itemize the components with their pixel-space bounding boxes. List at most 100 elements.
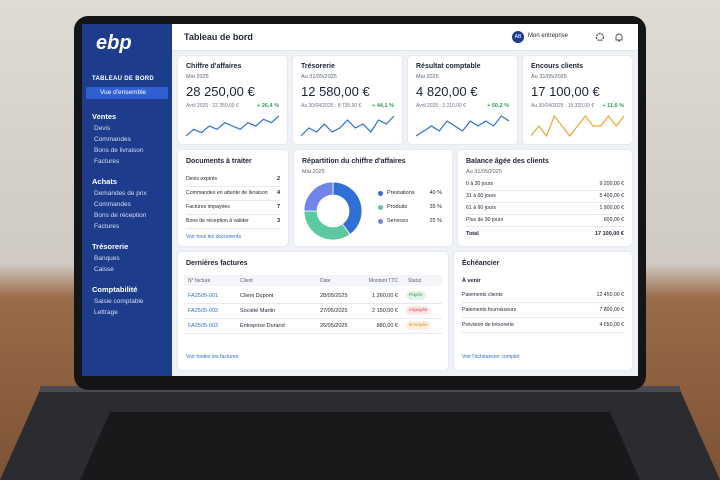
row-divider [184,318,442,319]
row-divider [466,226,624,227]
invoice-amount: 880,00 € [376,323,398,329]
row-divider [186,186,280,187]
kpi-comparison: Avril 2025 : 22 350,00 € [186,103,239,109]
nav-group-title[interactable]: Comptabilité [92,285,138,294]
kpi-change: + 44,1 % [372,103,394,109]
sparkline-chart [531,114,624,138]
sparkline-chart [186,115,279,137]
invoice-client: Société Martin [240,308,276,314]
invoice-status: Payée [406,291,426,300]
nav-item[interactable]: Devis [94,125,111,132]
sparkline [416,115,509,137]
invoice-number[interactable]: FA2505-001 [188,293,218,299]
invoice-status: Envoyée [406,321,431,330]
bell-icon [615,33,623,42]
nav-group-title[interactable]: Ventes [92,112,117,121]
link[interactable]: Voir tous les documents [186,234,242,240]
balance-label: 0 à 30 jours [466,181,494,187]
revenue-split-card: Répartition du chiffre d'affaires Mai 202… [294,150,452,246]
invoices-card: Dernières factures N° facture Client Date Mo… [178,252,448,370]
invoice-status: Impayée [406,306,431,315]
legend-swatch [378,191,383,196]
link[interactable]: Voir l'échéancier complet [462,354,520,360]
nav-group-title[interactable]: Achats [92,177,118,186]
nav-item[interactable]: Commandes [94,136,131,143]
page-title: Tableau de bord [184,32,253,42]
table-header: Statut [408,278,422,284]
nav-item[interactable]: Banques [94,255,120,262]
card-date: Au 31/05/2025 [466,169,502,175]
card-title: Répartition du chiffre d'affaires [302,158,406,165]
kpi-title: Trésorerie [301,63,335,70]
link[interactable]: Voir toutes les factures [186,354,239,360]
document-count: 4 [276,190,280,196]
balance-value: 5 400,00 € [599,193,624,199]
documents-card: Documents à traiter Devis expirés 2 Command… [178,150,288,246]
document-label[interactable]: Devis expirés [186,176,218,182]
nav-group-title[interactable]: Trésorerie [92,242,129,251]
nav-item[interactable]: Commandes [94,201,131,208]
donut-segment [303,210,351,241]
kpi-title: Résultat comptable [416,63,481,70]
invoice-client: Entreprise Durand [240,323,285,329]
table-header: Date [320,278,331,284]
invoice-number[interactable]: FA2505-002 [188,308,218,314]
nav-item[interactable]: Caisse [94,266,114,273]
card-title: Dernières factures [186,260,248,267]
schedule-value: 4 650,00 € [599,322,624,328]
card-title: Échéancier [462,260,500,267]
document-label[interactable]: Bons de réception à valider [186,218,249,224]
invoice-date: 26/05/2025 [320,323,348,329]
invoice-number[interactable]: FA2505-003 [188,323,218,329]
avatar[interactable]: AB [512,31,524,43]
kpi-period: Mai 2025 [416,74,439,80]
balance-label: Plus de 90 jours [466,217,504,223]
nav-item[interactable]: Lettrage [94,309,118,316]
sidebar: ebp TABLEAU DE BORD Vue d'ensemble Ventes De… [82,24,172,376]
schedule-card: Échéancier À venir Paiements clients 12 450… [454,252,632,370]
schedule-label: Prévision de trésorerie [462,322,514,328]
card-subtitle: À venir [462,278,481,284]
row-divider [466,214,624,215]
invoice-client: Client Dupont [240,293,274,299]
nav-item[interactable]: Bons de livraison [94,147,144,154]
card-period: Mai 2025 [302,169,325,175]
legend-swatch [378,205,383,210]
legend-label: Produits [387,204,408,210]
kpi-comparison: Au 30/04/2025 : 8 735,00 € [301,103,362,109]
balance-label: 31 à 60 jours [466,193,496,199]
schedule-value: 12 450,00 € [596,292,624,298]
schedule-value: 7 800,00 € [599,307,624,313]
invoice-amount: 1 260,00 € [372,293,398,299]
company-name[interactable]: Mon entreprise [528,33,569,39]
kpi-card: Résultat comptable Mai 2025 4 820,00 € Avri… [408,56,517,144]
laptop-base [0,386,720,480]
nav-item[interactable]: Factures [94,158,120,165]
document-label[interactable]: Factures impayées [186,204,230,210]
kpi-change: + 50,2 % [487,103,509,109]
balance-label: 61 à 90 jours [466,205,496,211]
nav-item[interactable]: Bons de réception [94,212,147,219]
document-label[interactable]: Commandes en attente de livraison [186,190,268,196]
row-divider [186,214,280,215]
kpi-value: 17 100,00 € [531,84,600,99]
invoice-amount: 2 150,00 € [372,308,398,314]
card-title: Balance âgée des clients [466,158,549,165]
row-divider [462,302,624,303]
legend-swatch [378,219,383,224]
row-divider [186,200,280,201]
kpi-card: Encours clients Au 31/05/2025 17 100,00 € A… [523,56,632,144]
screen: ebp TABLEAU DE BORD Vue d'ensemble Ventes De… [82,24,638,376]
row-divider [462,332,624,333]
nav-item[interactable]: Demandes de prix [94,190,147,197]
nav-item[interactable]: Saisie comptable [94,298,144,305]
sparkline-chart [301,115,394,137]
sparkline [186,115,279,137]
nav-item[interactable]: Factures [94,223,120,230]
settings-icon[interactable] [595,32,605,42]
nav-item-active[interactable]: Vue d'ensemble [86,87,168,99]
card-title: Documents à traiter [186,158,252,165]
balance-total-label: Total [466,231,479,237]
table-header: N° facture [188,278,211,284]
